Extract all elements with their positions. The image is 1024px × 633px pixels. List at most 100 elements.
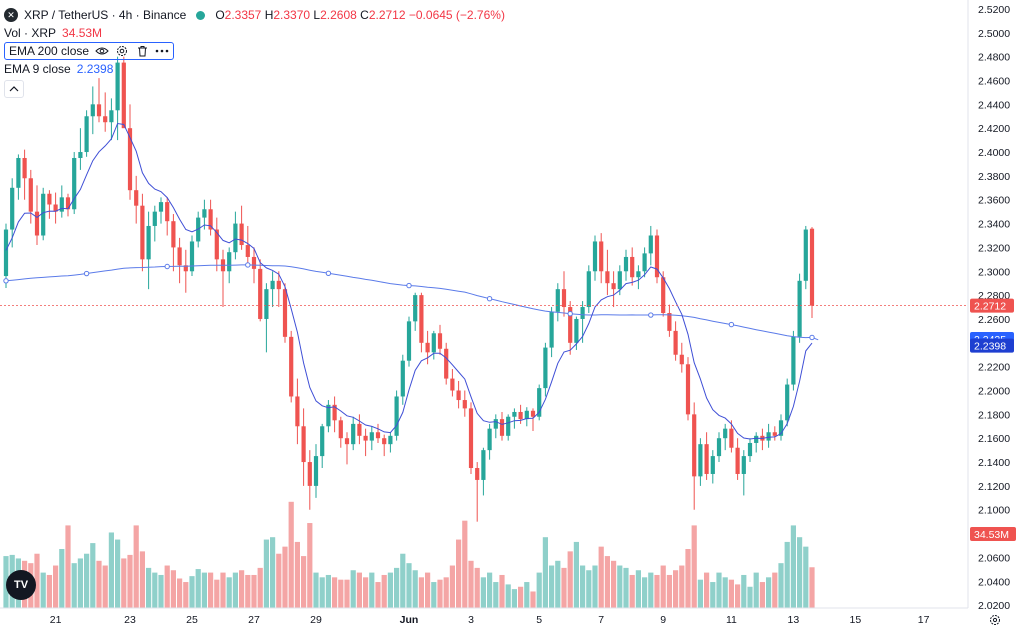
candle [84, 110, 89, 157]
volume-bar [208, 572, 214, 608]
volume-bar [766, 577, 772, 608]
more-icon[interactable] [155, 44, 169, 58]
tradingview-logo[interactable]: TV [6, 570, 36, 600]
candle [307, 450, 312, 510]
volume-bar [394, 567, 400, 608]
candle-body [134, 190, 139, 206]
candle-body [487, 428, 492, 451]
ema9-label[interactable]: EMA 9 close [4, 62, 71, 76]
candle [493, 414, 498, 439]
ema200-indicator[interactable]: EMA 200 close [4, 42, 175, 60]
candle-body [704, 444, 709, 474]
volume-bar [46, 574, 52, 608]
volume-bar [691, 525, 697, 608]
candle-body [623, 256, 629, 272]
eye-icon[interactable] [95, 44, 109, 58]
ema200-marker [486, 295, 493, 302]
candle-body [208, 209, 213, 230]
volume-bar [561, 567, 567, 608]
volume-bar [332, 577, 338, 608]
candle [295, 378, 300, 445]
price-tick-label: 2.1000 [978, 505, 1010, 517]
price-tick-label: 2.1200 [978, 481, 1010, 493]
candle-body [723, 428, 728, 439]
chevron-up-icon[interactable] [4, 80, 24, 98]
candle [772, 426, 777, 441]
candle [177, 237, 182, 284]
price-tick-label: 2.3800 [978, 171, 1010, 183]
candle [357, 414, 362, 445]
candle [431, 330, 436, 360]
volume-bar [77, 558, 83, 608]
candle-body [16, 157, 21, 188]
candle [28, 169, 33, 224]
volume-bar [623, 567, 629, 608]
candle-body [729, 428, 734, 448]
volume-bar [586, 570, 592, 608]
candle-body [400, 360, 405, 397]
volume-bar [790, 525, 796, 608]
volume-bar [425, 572, 431, 608]
candle [146, 211, 151, 290]
volume-bar [251, 574, 257, 608]
candle-body [524, 410, 529, 420]
volume-bar [809, 567, 815, 608]
volume-bar [437, 579, 443, 608]
volume-badge: 34.53M [974, 529, 1009, 541]
settings-icon[interactable] [115, 44, 129, 58]
time-axis: 21 23 25 27 29 Jun 3 5 7 9 11 13 15 17 [0, 607, 1000, 626]
volume-bar [573, 541, 579, 608]
volume-bar [480, 577, 486, 608]
price-tick-label: 2.4800 [978, 52, 1010, 64]
ema200-marker [325, 270, 332, 276]
time-tick-label: 3 [468, 614, 474, 626]
candle-body [630, 256, 635, 278]
volume-bar [505, 584, 511, 608]
candle-body [406, 321, 412, 361]
candle [809, 227, 815, 319]
volume-bar [170, 570, 176, 608]
candle [301, 408, 306, 486]
volume-label[interactable]: Vol · XRP [4, 26, 57, 40]
volume-bar [108, 532, 114, 608]
time-tick-label: Jun [400, 614, 419, 626]
candle [499, 411, 505, 441]
candle-body [586, 271, 591, 308]
candle [754, 432, 759, 453]
candle-body [177, 247, 182, 266]
candle-body [10, 187, 15, 230]
volume-bar [158, 574, 164, 608]
candle-body [320, 426, 325, 457]
candle [630, 247, 635, 286]
candle-body [301, 426, 306, 463]
candle-body [444, 348, 449, 379]
candle-body [543, 347, 548, 389]
candle [456, 380, 461, 409]
candle-body [419, 295, 424, 343]
trash-icon[interactable] [135, 44, 149, 58]
ema9-value: 2.2398 [76, 62, 114, 76]
volume-bar [406, 563, 412, 608]
candle-body [351, 423, 356, 445]
symbol-title[interactable]: XRP / TetherUS · 4h · Binance [24, 8, 187, 22]
volume-bar [363, 577, 369, 608]
candle-body [741, 456, 746, 474]
volume-bar [449, 565, 455, 608]
candle [400, 354, 405, 405]
volume-bar [34, 553, 40, 608]
candle [388, 432, 393, 453]
volume-bar [356, 572, 362, 608]
volume-bar [115, 539, 121, 608]
candle-body [3, 229, 9, 277]
volume-bar [772, 572, 778, 608]
candle-body [115, 62, 120, 111]
volume-bar [400, 553, 406, 608]
candle [654, 229, 660, 284]
candle [623, 249, 629, 281]
price-tick-label: 2.3600 [978, 195, 1010, 207]
candle-body [679, 354, 684, 365]
candle [648, 225, 653, 266]
candle [437, 324, 443, 355]
candle [413, 292, 418, 331]
